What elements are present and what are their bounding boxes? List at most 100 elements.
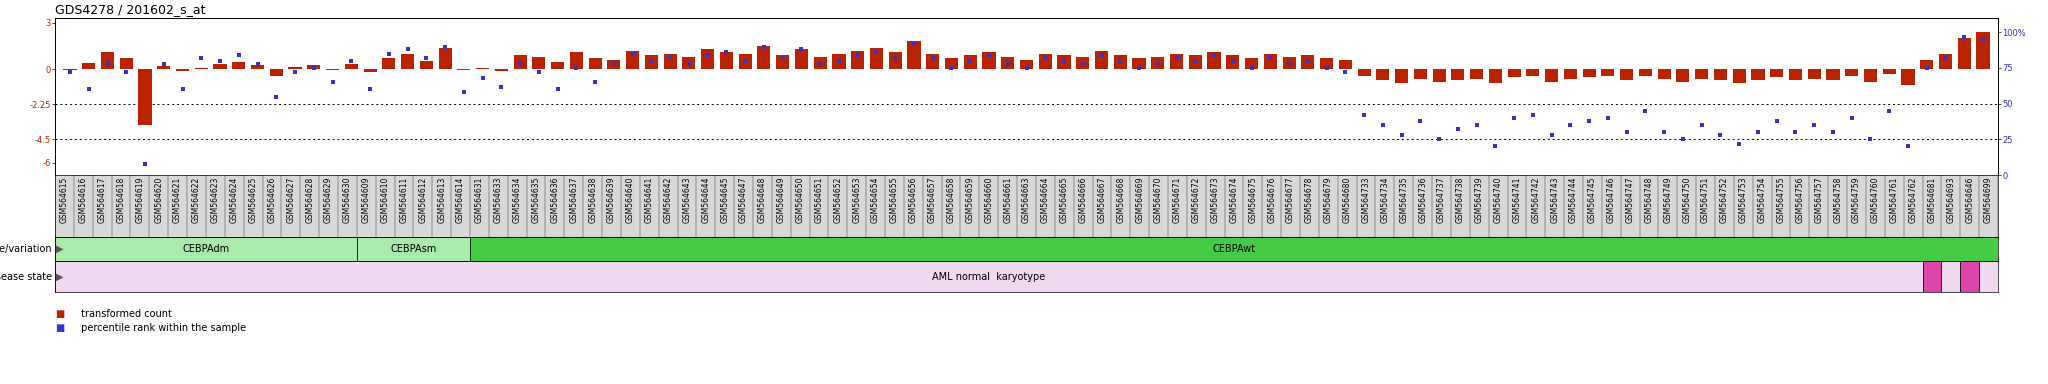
Text: GSM564756: GSM564756 — [1796, 177, 1804, 223]
Bar — [1020, 60, 1032, 69]
Point — [1929, 55, 1962, 61]
Point — [279, 69, 311, 75]
Point — [580, 79, 612, 85]
Point — [166, 86, 199, 93]
Text: GSM564638: GSM564638 — [588, 177, 598, 223]
Point — [1159, 55, 1192, 61]
Text: ■: ■ — [55, 309, 63, 319]
Point — [879, 55, 911, 61]
Text: GSM564762: GSM564762 — [1909, 177, 1917, 223]
Bar — [1714, 69, 1726, 80]
Bar — [307, 65, 319, 69]
Bar — [1096, 51, 1108, 69]
Point — [1442, 126, 1475, 132]
Bar — [438, 48, 453, 69]
Bar — [608, 60, 621, 69]
Point — [897, 41, 930, 47]
Bar — [1339, 60, 1352, 69]
Text: CEBPAsm: CEBPAsm — [391, 244, 436, 254]
Bar — [1901, 69, 1915, 85]
Bar — [383, 58, 395, 69]
Point — [1384, 132, 1417, 138]
Text: GSM564613: GSM564613 — [436, 177, 446, 223]
Text: GSM564759: GSM564759 — [1851, 177, 1862, 223]
Point — [297, 65, 330, 71]
Point — [1497, 115, 1530, 121]
Bar — [1976, 32, 1989, 69]
Text: GSM564669: GSM564669 — [1135, 177, 1145, 223]
Point — [410, 55, 442, 61]
Text: GSM564629: GSM564629 — [324, 177, 334, 223]
Text: GSM564621: GSM564621 — [174, 177, 182, 223]
Point — [1966, 36, 1999, 43]
Text: GSM564675: GSM564675 — [1249, 177, 1257, 223]
Bar — [401, 54, 414, 69]
Text: GSM564699: GSM564699 — [1985, 177, 1993, 223]
Text: GSM564658: GSM564658 — [946, 177, 956, 223]
Point — [1311, 65, 1343, 71]
Bar — [139, 69, 152, 125]
Point — [915, 55, 948, 61]
Bar — [1470, 69, 1483, 79]
Text: GSM564758: GSM564758 — [1833, 177, 1841, 223]
Bar — [1583, 69, 1595, 77]
Point — [1272, 61, 1305, 67]
Text: GSM564655: GSM564655 — [891, 177, 899, 223]
Point — [1536, 132, 1569, 138]
Text: GSM564645: GSM564645 — [721, 177, 729, 223]
Point — [1085, 52, 1118, 58]
Text: GSM564653: GSM564653 — [852, 177, 862, 223]
Text: GSM564619: GSM564619 — [135, 177, 145, 223]
Bar — [852, 51, 864, 69]
Bar — [1602, 69, 1614, 76]
Text: GSM564631: GSM564631 — [475, 177, 483, 223]
Point — [1591, 115, 1624, 121]
Bar — [1638, 69, 1653, 76]
Bar — [475, 68, 489, 69]
Text: GSM564743: GSM564743 — [1550, 177, 1559, 223]
Text: GSM564666: GSM564666 — [1079, 177, 1087, 223]
Point — [446, 89, 479, 95]
Text: GSM564623: GSM564623 — [211, 177, 219, 223]
Bar — [1733, 69, 1745, 83]
Point — [1649, 129, 1681, 135]
Text: GSM564628: GSM564628 — [305, 177, 313, 223]
Point — [1235, 65, 1268, 71]
Text: GSM564617: GSM564617 — [98, 177, 106, 223]
Bar — [1620, 69, 1632, 80]
Point — [111, 69, 143, 75]
Point — [260, 93, 293, 99]
Bar — [1321, 58, 1333, 69]
Bar — [1978, 261, 1999, 292]
Bar — [682, 57, 696, 69]
Text: GSM564611: GSM564611 — [399, 177, 408, 223]
Point — [72, 86, 104, 93]
Bar — [356, 237, 469, 261]
Bar — [700, 49, 715, 69]
Text: GSM564616: GSM564616 — [78, 177, 88, 223]
Point — [1253, 55, 1286, 61]
Bar — [1788, 69, 1802, 80]
Text: GSM564652: GSM564652 — [834, 177, 842, 223]
Text: GSM564644: GSM564644 — [700, 177, 711, 223]
Point — [315, 79, 348, 85]
Text: GSM564643: GSM564643 — [682, 177, 692, 223]
Text: GSM564693: GSM564693 — [1946, 177, 1956, 223]
Bar — [1507, 69, 1522, 77]
Text: GSM564667: GSM564667 — [1098, 177, 1106, 223]
Point — [1628, 108, 1661, 114]
Text: GSM564637: GSM564637 — [569, 177, 578, 223]
Bar — [1845, 69, 1858, 76]
Text: GSM564754: GSM564754 — [1757, 177, 1767, 223]
Text: AML normal  karyotype: AML normal karyotype — [932, 271, 1044, 281]
Text: GSM564646: GSM564646 — [1966, 177, 1974, 223]
Point — [635, 58, 668, 64]
Bar — [870, 48, 883, 69]
Bar — [1208, 52, 1221, 69]
Bar — [944, 58, 958, 69]
Point — [973, 52, 1006, 58]
Text: GSM564649: GSM564649 — [776, 177, 786, 223]
Bar — [1413, 69, 1427, 79]
Bar — [795, 49, 809, 69]
Text: GSM564642: GSM564642 — [664, 177, 672, 223]
